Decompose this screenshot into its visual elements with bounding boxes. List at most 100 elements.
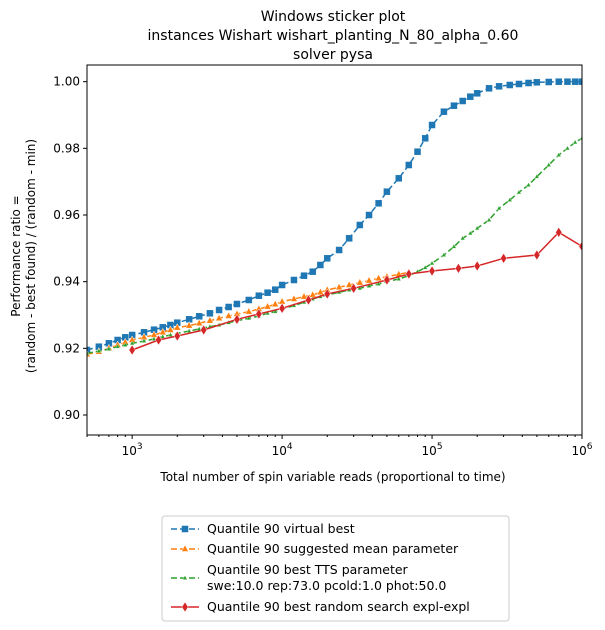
legend-swatch-marker	[181, 525, 189, 533]
data-point	[245, 296, 253, 304]
data-point	[350, 282, 358, 294]
legend: Quantile 90 virtual best Quantile 90 sugg…	[161, 515, 510, 622]
series-1	[87, 78, 582, 354]
data-point	[533, 79, 541, 86]
data-point	[473, 90, 481, 97]
data-point	[555, 78, 563, 85]
y-tick-label: 1.00	[53, 75, 80, 89]
data-point	[365, 276, 373, 284]
data-point	[96, 348, 102, 353]
data-point	[460, 235, 466, 241]
legend-box	[161, 515, 510, 622]
data-point	[365, 211, 373, 219]
data-point	[395, 175, 403, 182]
data-point	[495, 83, 503, 90]
data-point	[317, 261, 324, 269]
data-point	[486, 217, 492, 222]
data-point	[215, 313, 223, 322]
data-point	[106, 346, 112, 351]
series-line	[87, 137, 582, 355]
data-point	[546, 162, 552, 167]
data-point	[345, 235, 353, 242]
y-axis-label-line-1: Performance ratio =	[9, 195, 23, 316]
data-point	[272, 308, 278, 314]
data-point	[507, 197, 513, 202]
data-point	[534, 173, 540, 179]
data-point	[271, 286, 279, 293]
y-axis-label-line-2: (random - best found) / (random - min)	[24, 139, 38, 373]
x-tick-label: 104	[272, 442, 293, 458]
data-point	[533, 249, 541, 261]
y-tick-label: 0.96	[53, 208, 80, 222]
data-point	[467, 230, 473, 236]
data-point	[87, 350, 90, 356]
data-point	[264, 289, 271, 296]
y-tick-label: 0.94	[53, 275, 80, 289]
data-point	[355, 278, 364, 286]
data-point	[396, 276, 402, 281]
data-point	[572, 139, 578, 145]
data-point	[200, 324, 208, 336]
data-point	[515, 80, 523, 88]
data-point	[578, 78, 582, 85]
data-point	[271, 299, 280, 308]
data-point	[454, 262, 462, 274]
legend-swatch-marker	[181, 544, 189, 552]
series-line	[131, 231, 582, 351]
data-point	[564, 78, 571, 85]
data-point	[556, 152, 562, 157]
legend-label: swe:10.0 rep:73.0 pcold:1.0 phot:50.0	[207, 578, 446, 593]
y-axis-label: Performance ratio = (random - best found…	[9, 139, 38, 373]
data-point	[474, 225, 480, 231]
data-point	[516, 189, 522, 195]
data-point	[357, 285, 363, 291]
legend-item-2: Quantile 90 suggested mean parameter	[171, 541, 459, 556]
data-point	[451, 243, 457, 249]
data-point	[255, 292, 263, 299]
data-point	[366, 283, 372, 288]
data-point	[421, 135, 429, 142]
chart-title: Windows sticker plot instances Wishart w…	[148, 9, 519, 63]
data-point	[206, 310, 214, 317]
data-point	[160, 333, 166, 339]
data-point	[151, 336, 157, 341]
plot-frame	[86, 64, 583, 436]
data-point	[459, 97, 466, 105]
data-point	[244, 307, 253, 315]
legend-swatch-marker	[182, 575, 188, 580]
legend-swatch-marker	[181, 601, 189, 613]
data-point	[278, 302, 286, 314]
legend-label: Quantile 90 best TTS parameter	[207, 562, 409, 577]
series-4	[128, 226, 582, 356]
data-point	[309, 268, 316, 275]
data-point	[195, 313, 203, 320]
data-point	[414, 148, 421, 155]
data-point	[255, 308, 263, 320]
data-point	[167, 332, 173, 337]
data-point	[87, 346, 91, 354]
data-point	[233, 300, 241, 308]
legend-item-4: Quantile 90 best random search expl-expl	[171, 599, 470, 614]
data-point	[290, 276, 298, 284]
data-point	[246, 315, 252, 321]
title-line-3: solver pysa	[293, 47, 373, 63]
x-tick-label: 105	[422, 442, 443, 458]
data-point	[185, 321, 194, 329]
data-point	[428, 265, 436, 277]
series-3	[87, 135, 582, 356]
data-point	[440, 108, 448, 115]
data-point	[300, 292, 308, 300]
series-layer	[87, 78, 582, 358]
y-tick-label: 0.98	[53, 141, 80, 155]
data-point	[428, 121, 436, 129]
legend-label: Quantile 90 suggested mean parameter	[207, 541, 459, 556]
data-point	[376, 281, 382, 286]
data-point	[578, 240, 582, 252]
data-point	[383, 274, 391, 286]
legend-label: Quantile 90 virtual best	[207, 521, 355, 536]
data-point	[571, 78, 579, 85]
data-point	[335, 246, 343, 254]
data-point	[122, 342, 128, 347]
data-point	[323, 255, 331, 262]
